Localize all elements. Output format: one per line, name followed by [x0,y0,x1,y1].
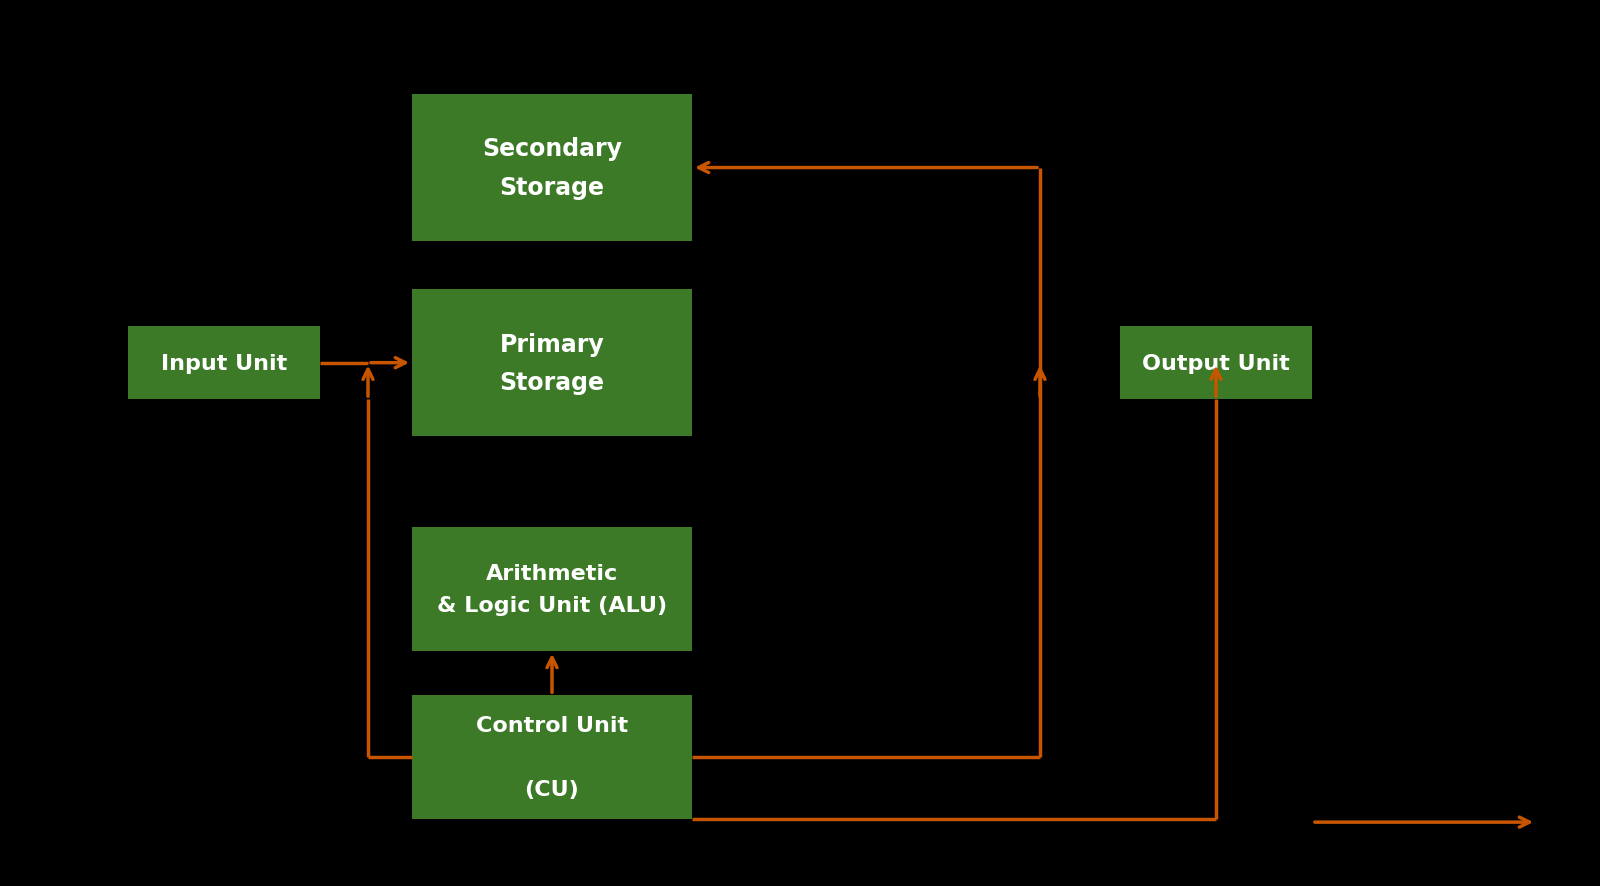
FancyBboxPatch shape [411,96,691,241]
FancyBboxPatch shape [128,327,320,400]
Text: Arithmetic
& Logic Unit (ALU): Arithmetic & Logic Unit (ALU) [437,563,667,615]
FancyBboxPatch shape [411,696,691,820]
Text: Secondary
Storage: Secondary Storage [482,137,622,199]
Text: Output Unit: Output Unit [1142,354,1290,373]
FancyBboxPatch shape [411,527,691,651]
FancyBboxPatch shape [411,291,691,437]
Text: Primary
Storage: Primary Storage [499,332,605,394]
FancyBboxPatch shape [1120,327,1312,400]
Text: Input Unit: Input Unit [162,354,286,373]
Text: Control Unit

(CU): Control Unit (CU) [475,716,629,799]
